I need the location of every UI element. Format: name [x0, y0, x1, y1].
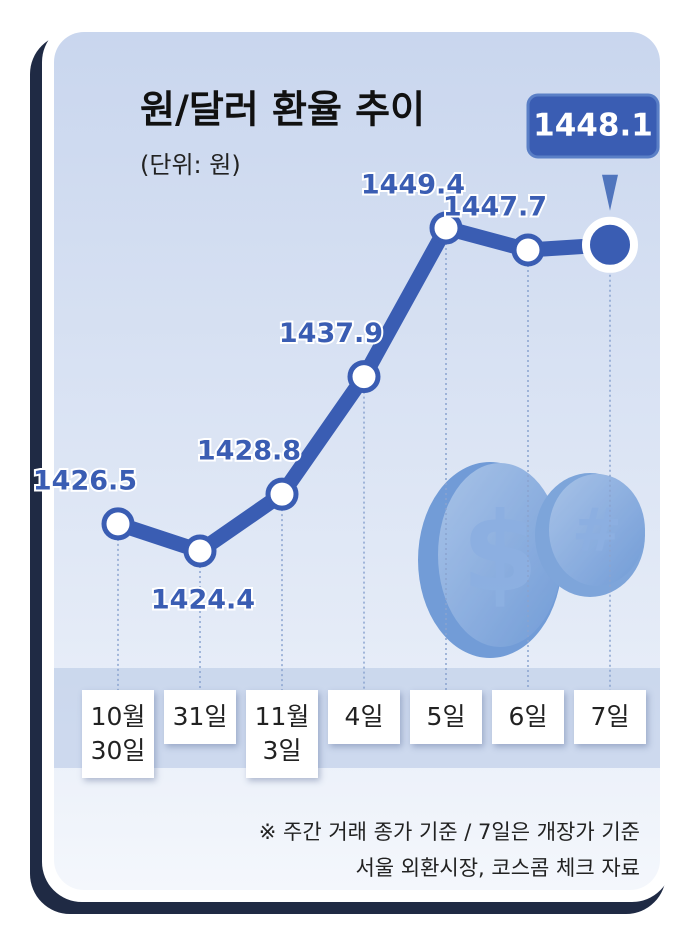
callout: [526, 93, 660, 159]
x-tick-label: 10월 30일: [82, 690, 154, 778]
value-label: 1428.8: [197, 436, 301, 467]
category-text: 11월 3일: [254, 702, 310, 765]
value-label: 1426.5: [33, 465, 137, 496]
value-label: 1437.9: [279, 318, 383, 349]
point: [101, 507, 135, 541]
note: ※ 주간 거래 종가 기준 / 7일은 개장가 기준: [258, 820, 640, 844]
x-tick-label: 6일: [492, 690, 564, 744]
point: [511, 233, 545, 267]
coin-decoration: $ #: [418, 462, 645, 658]
x-tick-label: 7일: [574, 690, 646, 744]
point: [582, 216, 638, 273]
category-text: 7일: [590, 702, 630, 731]
value-label: 1449.4: [361, 170, 465, 201]
chart-subtitle: (단위: 원): [140, 151, 241, 179]
category-text: 4일: [344, 702, 384, 731]
svg-text:$: $: [462, 488, 539, 616]
source: 서울 외환시장, 코스콤 체크 자료: [355, 856, 640, 880]
value-label: 1448.1: [533, 108, 653, 144]
x-tick-label: 11월 3일: [246, 690, 318, 778]
point: [429, 211, 463, 245]
category-text: 10월 30일: [90, 702, 146, 765]
x-tick-label: 4일: [328, 690, 400, 744]
callout-pointer: [602, 174, 618, 211]
value-label: 1424.4: [151, 585, 255, 616]
point: [347, 360, 381, 394]
category-text: 5일: [426, 702, 466, 731]
point: [183, 534, 217, 568]
x-tick-label: 5일: [410, 690, 482, 744]
chart-title: 원/달러 환율 추이: [140, 88, 425, 132]
category-text: 31일: [172, 702, 228, 731]
svg-text:#: #: [572, 496, 622, 566]
category-text: 6일: [508, 702, 548, 731]
value-label: 1447.7: [443, 191, 547, 222]
x-tick-label: 31일: [164, 690, 236, 744]
point: [265, 477, 299, 511]
